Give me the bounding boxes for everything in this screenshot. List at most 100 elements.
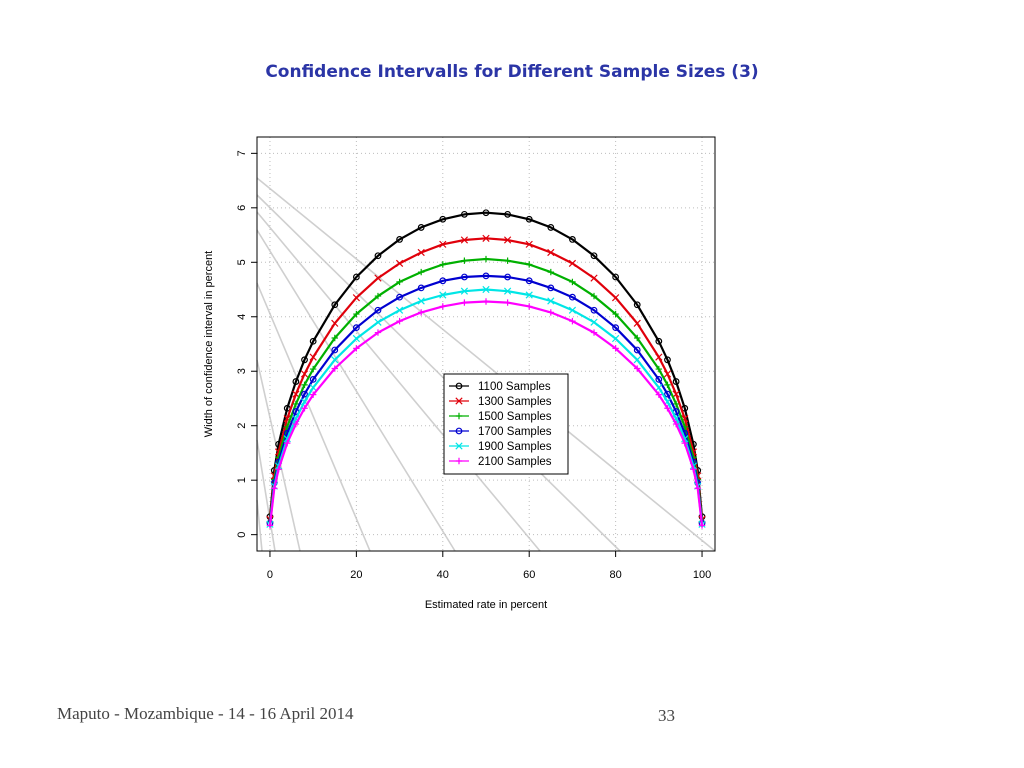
series-line: [268, 211, 704, 517]
data-point: [374, 292, 382, 300]
data-point: [482, 234, 490, 242]
data-point: [612, 310, 619, 318]
chart-grid: [257, 137, 715, 551]
data-point: [275, 466, 282, 473]
decor-line: [256, 439, 276, 552]
data-point: [482, 285, 490, 294]
legend-marker: [455, 412, 463, 420]
data-point: [417, 268, 425, 276]
legend-label: 2100 Samples: [478, 456, 552, 468]
data-point: [309, 383, 317, 392]
data-point: [461, 257, 468, 264]
data-point: [417, 297, 425, 305]
data-point: [590, 318, 598, 326]
data-point: [504, 273, 512, 281]
legend-marker: [455, 427, 463, 435]
legend-box: [443, 373, 569, 475]
data-point: [352, 294, 361, 302]
background-decoration: [256, 177, 716, 552]
data-point: [439, 291, 447, 299]
y-tick-label: 4: [236, 314, 248, 320]
data-point: [547, 309, 555, 316]
x-tick-label: 100: [693, 569, 711, 581]
legend-label: 1500 Samples: [478, 411, 552, 423]
data-point: [525, 277, 533, 285]
data-point: [439, 261, 446, 268]
data-point: [664, 356, 671, 364]
decor-line: [256, 194, 621, 552]
legend: 1100 Samples 1300 Samples 1500 Samples 1700…: [443, 373, 569, 475]
decor-line: [256, 229, 456, 552]
legend-marker: [455, 397, 463, 405]
data-point: [460, 210, 468, 218]
data-point: [417, 224, 425, 231]
data-point: [352, 334, 361, 343]
data-point: [417, 309, 425, 316]
data-point: [655, 383, 663, 392]
data-point: [309, 353, 317, 361]
data-point: [301, 381, 308, 389]
data-point: [612, 324, 620, 332]
data-point: [292, 390, 300, 398]
data-point: [309, 365, 317, 373]
data-point: [504, 257, 511, 264]
data-point: [300, 370, 309, 378]
legend-marker: [455, 457, 463, 465]
slide-title: Confidence Intervalls for Different Samp…: [265, 62, 759, 82]
data-point: [395, 259, 404, 268]
data-point: [301, 356, 308, 364]
data-point: [590, 306, 598, 314]
series-layer: [266, 209, 706, 529]
data-point: [439, 240, 447, 248]
data-point: [331, 365, 338, 372]
data-point: [612, 345, 619, 352]
y-tick-label: 3: [236, 368, 248, 374]
data-point: [331, 319, 339, 327]
data-point: [374, 252, 382, 260]
data-point: [482, 298, 490, 305]
data-point: [655, 337, 663, 345]
x-tick-label: 20: [350, 569, 362, 581]
legend-label: 1100 Samples: [478, 381, 551, 393]
data-point: [547, 268, 555, 276]
data-point: [353, 345, 360, 352]
y-axis: 0 1 2 3 4 5 6 7: [236, 150, 257, 538]
data-point: [526, 303, 533, 310]
legend-label: 1900 Samples: [478, 441, 552, 453]
data-point: [301, 405, 308, 412]
data-point: [482, 272, 490, 280]
data-point: [633, 346, 641, 354]
data-point: [663, 370, 672, 378]
y-tick-label: 6: [236, 205, 248, 211]
x-tick-label: 0: [267, 569, 273, 581]
data-point: [690, 466, 697, 473]
y-tick-label: 1: [236, 477, 248, 483]
data-point: [611, 294, 620, 302]
data-point: [504, 210, 512, 218]
x-axis-title: Estimated rate in percent: [425, 599, 547, 611]
decor-line: [256, 177, 716, 552]
data-point: [612, 273, 620, 281]
data-point: [374, 306, 382, 314]
data-point: [569, 317, 576, 325]
data-point: [396, 293, 403, 301]
data-point: [331, 346, 339, 354]
data-point: [374, 318, 382, 326]
data-point: [266, 522, 274, 529]
data-point: [611, 334, 620, 343]
data-point: [655, 365, 663, 373]
data-point: [547, 284, 555, 292]
data-point: [664, 390, 671, 398]
data-point: [694, 485, 701, 492]
y-tick-label: 7: [236, 150, 248, 156]
data-point: [503, 236, 512, 244]
data-point: [547, 248, 555, 257]
data-point: [331, 301, 339, 309]
legend-label: 1300 Samples: [478, 396, 552, 408]
data-point: [439, 277, 447, 285]
data-point: [672, 420, 680, 428]
data-point: [503, 287, 512, 295]
decor-line: [256, 499, 263, 552]
data-point: [417, 284, 425, 292]
